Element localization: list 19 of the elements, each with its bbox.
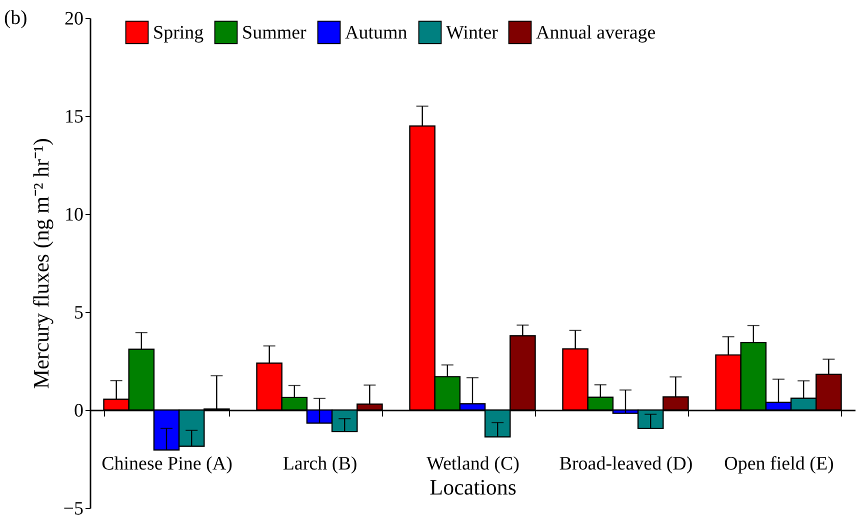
x-tick-label: Chinese Pine (A): [102, 454, 232, 474]
y-tick-label: 15: [64, 106, 84, 128]
legend-label: Autumn: [345, 22, 408, 44]
y-tick-label: 0: [74, 400, 84, 422]
chart-title: (b): [4, 7, 28, 29]
x-tick-label: Open field (E): [724, 454, 834, 474]
legend-label: Annual average: [536, 22, 656, 44]
x-tick-label: Larch (B): [282, 454, 358, 474]
legend-label: Winter: [446, 22, 499, 44]
x-tick-label: Broad-leaved (D): [559, 454, 693, 474]
y-tick-label: 5: [74, 302, 84, 324]
x-axis-title: Locations: [430, 474, 516, 500]
y-axis-title: Mercury fluxes (ng m⁻² hr⁻¹): [28, 138, 54, 389]
legend-label: Summer: [242, 22, 308, 44]
y-tick-label: −5: [63, 498, 84, 520]
legend-label: Spring: [153, 22, 204, 44]
y-tick-label: 10: [64, 204, 84, 226]
y-tick-label: 20: [64, 8, 84, 30]
x-tick-label: Wetland (C): [426, 454, 520, 474]
